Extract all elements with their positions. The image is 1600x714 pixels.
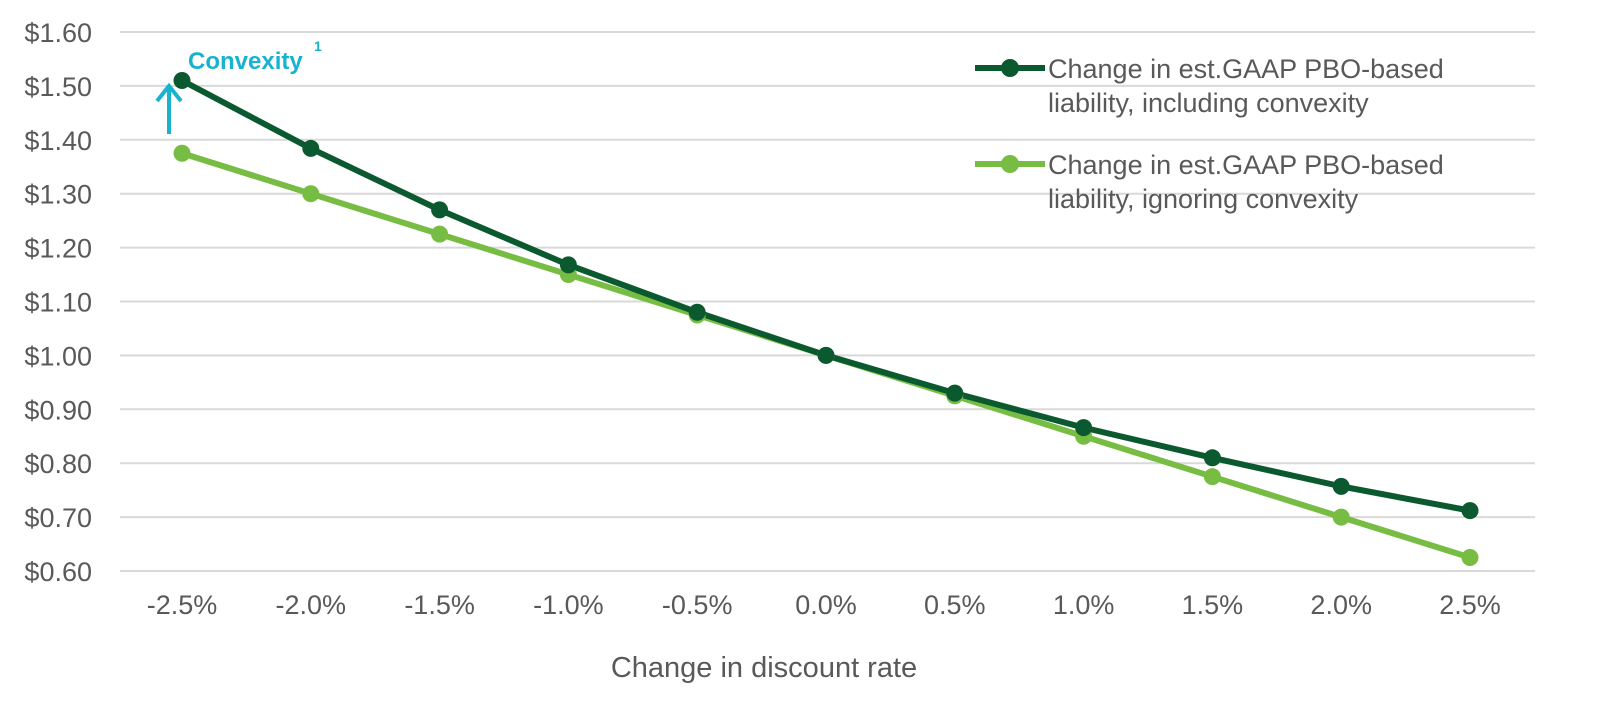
data-point bbox=[1332, 508, 1350, 526]
y-tick-label: $1.00 bbox=[24, 341, 92, 371]
y-tick-label: $0.90 bbox=[24, 395, 92, 425]
y-tick-label: $1.50 bbox=[24, 72, 92, 102]
data-point bbox=[173, 72, 191, 90]
data-point bbox=[1332, 477, 1350, 495]
data-point bbox=[817, 346, 835, 364]
legend-label-line1: Change in est.GAAP PBO-based bbox=[1048, 150, 1444, 180]
y-tick-label: $1.30 bbox=[24, 180, 92, 210]
y-tick-label: $0.60 bbox=[24, 557, 92, 587]
y-tick-label: $1.10 bbox=[24, 288, 92, 318]
data-point bbox=[1461, 502, 1479, 520]
data-point bbox=[1461, 549, 1479, 567]
convexity-footnote-mark: 1 bbox=[314, 38, 322, 54]
legend-item-including-convexity: Change in est.GAAP PBO-based liability, … bbox=[975, 54, 1444, 118]
data-point bbox=[559, 256, 577, 274]
legend-label-line2: liability, ignoring convexity bbox=[1048, 184, 1359, 214]
data-point bbox=[302, 185, 320, 203]
x-tick-label: 0.5% bbox=[924, 590, 986, 620]
data-point bbox=[1203, 449, 1221, 467]
legend-item-ignoring-convexity: Change in est.GAAP PBO-based liability, … bbox=[975, 150, 1444, 214]
y-tick-label: $0.80 bbox=[24, 449, 92, 479]
x-tick-label: -1.0% bbox=[533, 590, 604, 620]
data-point bbox=[431, 225, 449, 243]
x-tick-label: 2.0% bbox=[1310, 590, 1372, 620]
data-point bbox=[173, 144, 191, 162]
data-point bbox=[1203, 468, 1221, 486]
x-axis-ticks: -2.5% -2.0% -1.5% -1.0% -0.5% 0.0% 0.5% 1.0% 1.5… bbox=[147, 590, 1501, 620]
y-tick-label: $1.60 bbox=[24, 18, 92, 48]
data-point bbox=[1075, 419, 1093, 437]
convexity-annotation: Convexity 1 bbox=[155, 38, 322, 134]
series-line bbox=[180, 77, 1471, 514]
x-axis-title: Change in discount rate bbox=[611, 652, 917, 684]
legend: Change in est.GAAP PBO-based liability, … bbox=[975, 54, 1444, 214]
convexity-label: Convexity bbox=[188, 48, 303, 75]
data-point bbox=[431, 201, 449, 219]
data-point bbox=[302, 139, 320, 157]
x-tick-label: -1.5% bbox=[404, 590, 475, 620]
x-tick-label: 1.5% bbox=[1182, 590, 1244, 620]
x-tick-label: -2.0% bbox=[276, 590, 347, 620]
data-point bbox=[946, 384, 964, 402]
data-series bbox=[173, 72, 1479, 567]
legend-swatch-marker bbox=[1001, 59, 1019, 77]
x-tick-label: -2.5% bbox=[147, 590, 218, 620]
x-tick-label: -0.5% bbox=[662, 590, 733, 620]
legend-label-line2: liability, including convexity bbox=[1048, 88, 1369, 118]
y-axis-ticks: $0.60 $0.70 $0.80 $0.90 $1.00 $1.10 $1.20 $1.30… bbox=[24, 18, 92, 587]
convexity-arrow-head bbox=[155, 82, 183, 103]
y-tick-label: $0.70 bbox=[24, 503, 92, 533]
x-tick-label: 0.0% bbox=[795, 590, 857, 620]
y-tick-label: $1.20 bbox=[24, 234, 92, 264]
x-tick-label: 2.5% bbox=[1439, 590, 1501, 620]
legend-label-line1: Change in est.GAAP PBO-based bbox=[1048, 54, 1444, 84]
legend-swatch-marker bbox=[1001, 155, 1019, 173]
y-tick-label: $1.40 bbox=[24, 126, 92, 156]
data-point bbox=[688, 303, 706, 321]
x-tick-label: 1.0% bbox=[1053, 590, 1115, 620]
